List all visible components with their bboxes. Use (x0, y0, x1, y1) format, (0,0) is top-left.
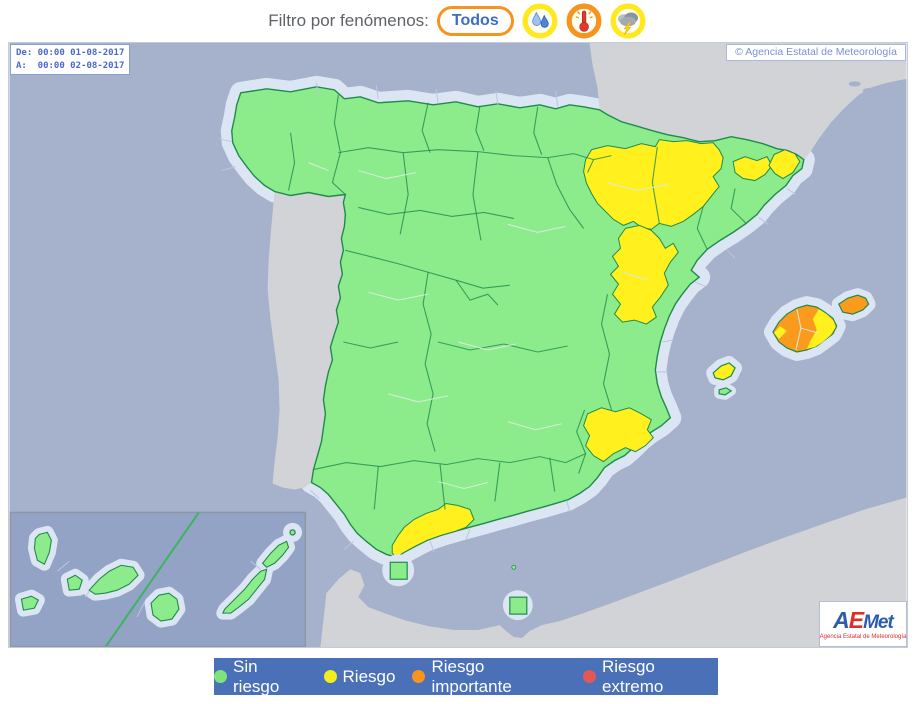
coastal-zone-dividers (218, 82, 797, 553)
la-graciosa (289, 529, 296, 536)
risk-legend: Sin riesgo Riesgo Riesgo importante Ries… (214, 656, 718, 697)
rain-filter-button[interactable] (522, 3, 558, 39)
ceuta[interactable] (389, 561, 408, 580)
region-pyrenees-lleida (732, 155, 773, 182)
green-dot-icon (214, 670, 227, 683)
legend-label: Riesgo (342, 666, 396, 686)
date-to: A: 00:00 02-08-2017 (16, 60, 125, 71)
filter-all-button[interactable]: Todos (436, 6, 514, 36)
la-palma (33, 531, 52, 566)
france (589, 43, 907, 160)
formentera (718, 387, 733, 396)
region-pyrenees-girona (768, 149, 801, 180)
spain-warning-map[interactable] (9, 43, 907, 647)
france-lagoons (848, 81, 899, 94)
warning-map-container: De: 00:00 01-08-2017 A: 00:00 02-08-2017… (8, 42, 908, 648)
orange-dot-icon (412, 670, 426, 683)
el-hierro (20, 595, 40, 611)
legend-label: Riesgo extremo (601, 656, 664, 696)
fuerteventura (221, 568, 268, 614)
region-teruel (609, 224, 679, 325)
storm-icon (610, 3, 646, 39)
mallorca-yellow-west (773, 326, 787, 340)
comarca-borders (308, 162, 668, 490)
rain-icon (522, 3, 558, 39)
foreign-land (267, 43, 907, 647)
legend-label: Riesgo importante (431, 656, 512, 696)
balearic-islands[interactable] (712, 294, 870, 396)
temperature-filter-button[interactable] (566, 3, 602, 39)
menorca (837, 294, 870, 315)
red-dot-icon (582, 670, 596, 683)
aemet-logo-caption: Agencia Estatal de Meteorología (819, 633, 907, 640)
canary-islands[interactable] (20, 529, 296, 622)
portugal (267, 191, 346, 490)
lanzarote (261, 540, 290, 568)
yellow-dot-icon (323, 670, 337, 683)
date-from: De: 00:00 01-08-2017 (16, 48, 125, 58)
region-murcia-alicante (583, 407, 655, 463)
temperature-icon (566, 3, 602, 39)
aemet-logo-word: AEMet (833, 606, 894, 633)
risk-regions-yellow[interactable] (391, 139, 801, 558)
africa (320, 497, 907, 647)
province-borders (288, 94, 747, 510)
filter-bar: Filtro por fenómenos: Todos (0, 0, 914, 42)
legend-item-riesgo-extremo: Riesgo extremo (582, 656, 718, 697)
legend-item-sin-riesgo: Sin riesgo (214, 657, 307, 697)
canary-inset (9, 511, 307, 647)
tenerife (88, 564, 139, 595)
alboran-island (511, 564, 517, 570)
region-malaga-coast (391, 502, 475, 558)
filter-label: Filtro por fenómenos: (268, 11, 429, 30)
date-range-box: De: 00:00 01-08-2017 A: 00:00 02-08-2017 (10, 44, 131, 76)
storm-filter-button[interactable] (610, 3, 646, 39)
mallorca-yellow-east (806, 309, 836, 349)
gran-canaria (150, 592, 180, 622)
legend-label: Sin riesgo (233, 656, 280, 696)
legend-item-riesgo: Riesgo (323, 666, 396, 687)
copyright-note: © Agencia Estatal de Meteorología (726, 44, 906, 61)
inset-divider-line (105, 511, 200, 647)
melilla[interactable] (509, 596, 528, 615)
aemet-logo: AEMet Agencia Estatal de Meteorología (819, 601, 907, 647)
la-gomera (66, 574, 83, 591)
ibiza (712, 362, 736, 381)
legend-item-riesgo-importante: Riesgo importante (412, 657, 566, 697)
